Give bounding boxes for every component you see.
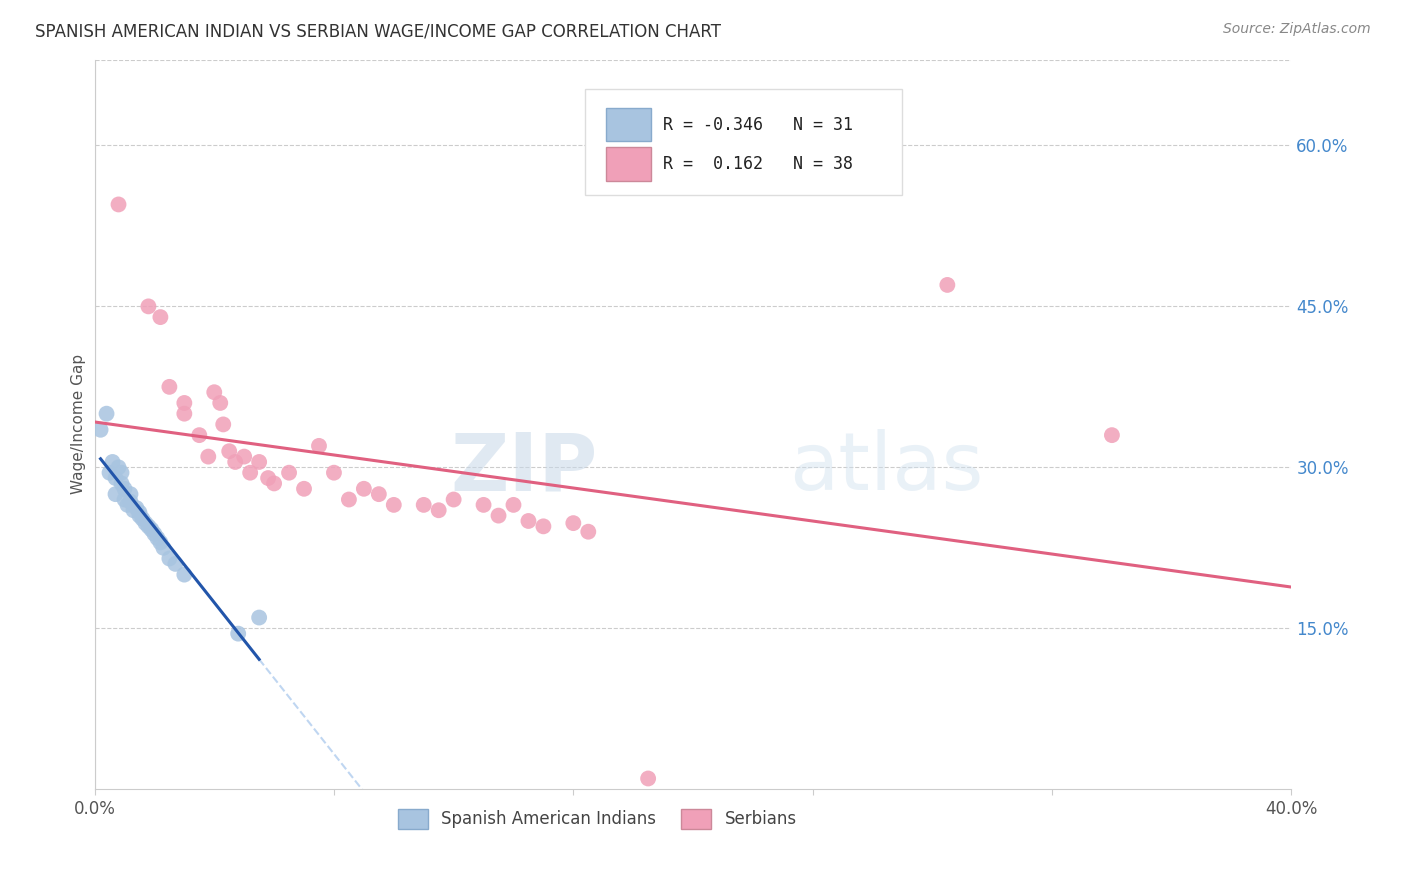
Point <box>247 610 270 624</box>
Point <box>90 423 112 437</box>
Point <box>141 523 163 537</box>
Point <box>427 503 450 517</box>
Point <box>122 503 145 517</box>
Point <box>104 487 127 501</box>
Point <box>257 471 280 485</box>
Point <box>107 460 129 475</box>
Point <box>149 310 172 325</box>
Point <box>226 626 249 640</box>
Point <box>936 277 959 292</box>
Text: ZIP: ZIP <box>450 429 598 508</box>
Point <box>412 498 434 512</box>
Point <box>104 471 127 485</box>
Legend: Spanish American Indians, Serbians: Spanish American Indians, Serbians <box>391 802 803 836</box>
Point <box>323 466 346 480</box>
Point <box>173 396 195 410</box>
Point <box>157 551 180 566</box>
Point <box>367 487 389 501</box>
Point <box>173 407 195 421</box>
Text: R = -0.346   N = 31: R = -0.346 N = 31 <box>664 116 853 134</box>
Point <box>502 498 524 512</box>
Point <box>517 514 540 528</box>
Text: atlas: atlas <box>789 429 983 508</box>
Point <box>488 508 510 523</box>
Point <box>110 476 132 491</box>
Point <box>96 407 118 421</box>
Point <box>114 482 136 496</box>
Point <box>247 455 270 469</box>
Point <box>308 439 330 453</box>
Point <box>212 417 235 432</box>
FancyBboxPatch shape <box>606 147 651 181</box>
Point <box>157 380 180 394</box>
Point <box>149 535 172 549</box>
Point <box>233 450 256 464</box>
Point <box>292 482 315 496</box>
Point <box>120 487 142 501</box>
Point <box>278 466 301 480</box>
Point <box>165 557 187 571</box>
Point <box>138 519 160 533</box>
Point <box>128 508 150 523</box>
Y-axis label: Wage/Income Gap: Wage/Income Gap <box>72 354 86 494</box>
Point <box>218 444 240 458</box>
Point <box>224 455 246 469</box>
Point <box>117 498 139 512</box>
Point <box>131 512 153 526</box>
Point <box>120 494 142 508</box>
Point <box>128 505 150 519</box>
Point <box>134 516 156 530</box>
Point <box>443 492 465 507</box>
Point <box>110 466 132 480</box>
Point <box>353 482 375 496</box>
Point <box>173 567 195 582</box>
Point <box>188 428 211 442</box>
Point <box>202 385 225 400</box>
Text: Source: ZipAtlas.com: Source: ZipAtlas.com <box>1223 22 1371 37</box>
Point <box>197 450 219 464</box>
Point <box>101 455 124 469</box>
Point <box>114 492 136 507</box>
Point <box>125 501 148 516</box>
Point <box>146 531 169 545</box>
Point <box>143 526 166 541</box>
FancyBboxPatch shape <box>606 108 651 141</box>
Point <box>138 299 160 313</box>
Text: R =  0.162   N = 38: R = 0.162 N = 38 <box>664 155 853 173</box>
Point <box>107 197 129 211</box>
Text: SPANISH AMERICAN INDIAN VS SERBIAN WAGE/INCOME GAP CORRELATION CHART: SPANISH AMERICAN INDIAN VS SERBIAN WAGE/… <box>35 22 721 40</box>
Point <box>1101 428 1123 442</box>
Point <box>337 492 360 507</box>
FancyBboxPatch shape <box>585 89 903 194</box>
Point <box>562 516 585 530</box>
Point <box>263 476 285 491</box>
Point <box>531 519 554 533</box>
Point <box>98 466 121 480</box>
Point <box>152 541 174 555</box>
Point <box>637 772 659 786</box>
Point <box>472 498 495 512</box>
Point <box>209 396 232 410</box>
Point <box>382 498 405 512</box>
Point <box>576 524 599 539</box>
Point <box>239 466 262 480</box>
